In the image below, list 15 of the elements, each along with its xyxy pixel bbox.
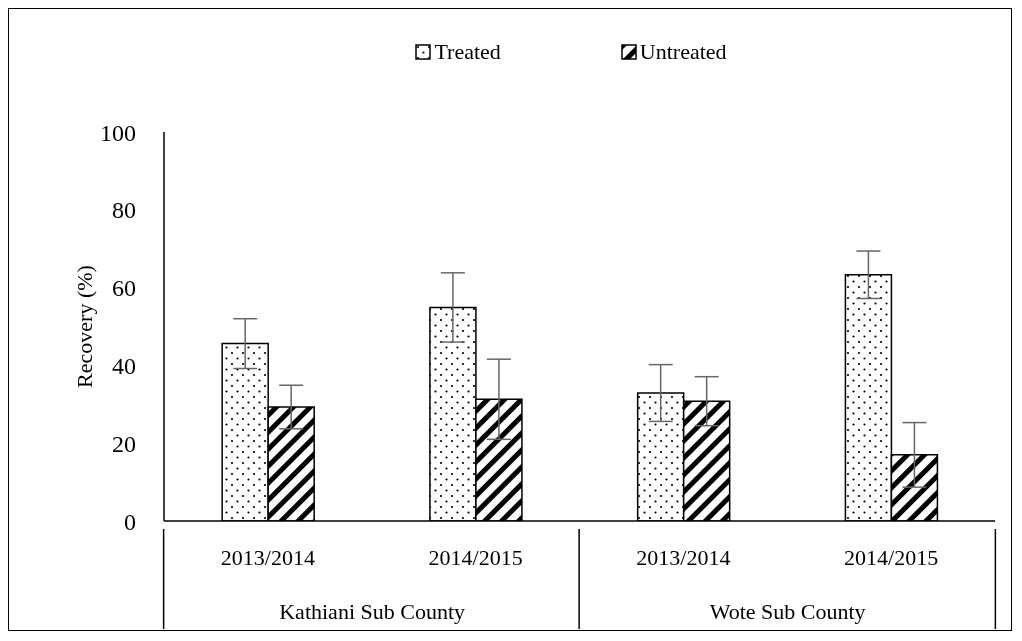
y-tick-label: 100 — [100, 119, 136, 146]
y-tick-label: 0 — [124, 508, 136, 535]
x-tick-label: 2014/2015 — [844, 545, 939, 570]
x-tick-label: 2014/2015 — [428, 545, 523, 570]
x-tick-label: 2013/2014 — [636, 545, 731, 570]
y-axis-title: Recovery (%) — [71, 265, 97, 388]
legend-label: Untreated — [639, 39, 727, 65]
y-tick-label: 40 — [112, 352, 136, 379]
y-tick-label: 20 — [112, 430, 136, 457]
text: Wote Sub County — [709, 599, 866, 624]
legend-label: Treated — [434, 39, 501, 65]
y-tick-label: 80 — [112, 197, 136, 224]
x-tick-label: 2013/2014 — [220, 545, 315, 570]
text: Kathiani Sub County — [279, 599, 466, 624]
y-tick-label: 60 — [112, 275, 136, 302]
